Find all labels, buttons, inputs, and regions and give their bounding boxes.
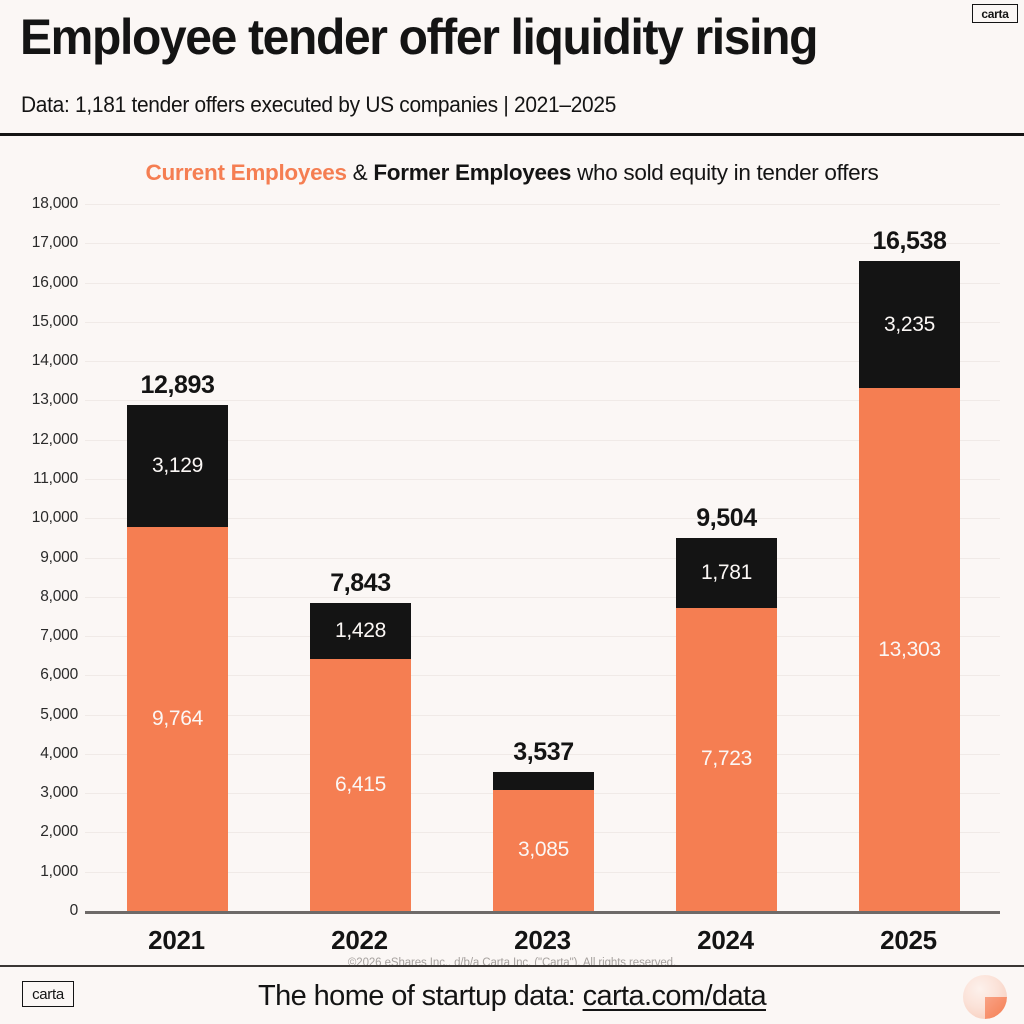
carta-logo-badge-bottom-label: carta — [32, 985, 64, 1003]
carta-logo-badge-bottom: carta — [22, 981, 74, 1007]
bar-total-label-2024: 9,504 — [696, 503, 757, 532]
x-axis-tick-label-2022: 2022 — [331, 925, 388, 955]
bar-group-2024[interactable]: 1,781 7,723 9,504 — [676, 504, 777, 911]
legend-item-former-employees: Former Employees — [373, 160, 572, 185]
gridline — [85, 243, 1000, 245]
bar-segment-former-employees-2021[interactable]: 3,129 — [127, 404, 228, 528]
bar-value-label-current-2023: 3,085 — [517, 838, 570, 862]
gridline — [85, 714, 1000, 716]
gridline — [85, 321, 1000, 323]
bar-total-label-2022: 7,843 — [330, 568, 391, 597]
chart-container: Current Employees & Former Employees who… — [0, 139, 1024, 969]
bar-group-2021[interactable]: 3,129 9,764 12,893 — [127, 371, 228, 911]
y-axis-tick-label: 18,000 — [31, 195, 78, 212]
gridline — [85, 400, 1000, 402]
bar-value-label-current-2025: 13,303 — [878, 637, 941, 661]
gridline — [85, 518, 1000, 520]
bar-group-2022[interactable]: 1,428 6,415 7,843 — [310, 569, 411, 911]
x-axis-tick-label-2025: 2025 — [880, 925, 937, 955]
gridline — [85, 204, 1000, 205]
gridline — [85, 636, 1000, 638]
bar-segment-current-employees-2024[interactable]: 7,723 — [676, 607, 777, 911]
y-axis-tick-label: 13,000 — [31, 391, 78, 409]
footer-tagline: The home of startup data: carta.com/data — [0, 980, 1024, 1013]
plot-area: 3,129 9,764 12,893 2021 1,428 6,415 7,843 2022 3… — [85, 139, 1000, 965]
y-axis-tick-label: 15,000 — [31, 312, 78, 330]
y-axis: 18,000 17,000 16,000 15,000 14,000 13,000 12,0… — [0, 139, 78, 965]
carta-logo-wedge — [985, 997, 1007, 1019]
bar-value-label-current-2021: 9,764 — [151, 707, 204, 731]
y-axis-tick-label: 3,000 — [40, 784, 78, 802]
bar-value-label-former-2024: 1,781 — [700, 560, 753, 584]
page-footer: carta The home of startup data: carta.co… — [0, 965, 1024, 1024]
gridline — [85, 675, 1000, 677]
gridline — [85, 478, 1000, 480]
bar-segment-current-employees-2025[interactable]: 13,303 — [859, 388, 960, 911]
y-axis-tick-label: 1,000 — [40, 862, 78, 880]
y-axis-tick-label: 16,000 — [31, 273, 78, 291]
y-axis-tick-label: 4,000 — [40, 744, 78, 762]
gridline — [85, 596, 1000, 598]
x-axis-line — [85, 911, 1000, 914]
bar-total-label-2021: 12,893 — [140, 370, 215, 399]
y-axis-tick-label: 6,000 — [40, 666, 78, 684]
page-header: Employee tender offer liquidity rising D… — [0, 0, 1024, 136]
bar-total-label-2023: 3,537 — [513, 738, 574, 767]
page-title: Employee tender offer liquidity rising — [20, 9, 818, 65]
legend-separator: & — [346, 160, 374, 185]
y-axis-tick-label: 9,000 — [40, 548, 78, 566]
gridline — [85, 439, 1000, 441]
bar-segment-current-employees-2021[interactable]: 9,764 — [127, 527, 228, 911]
bar-value-label-current-2022: 6,415 — [334, 772, 387, 796]
page-subtitle: Data: 1,181 tender offers executed by US… — [21, 92, 617, 117]
y-axis-tick-label: 14,000 — [31, 352, 78, 370]
gridline — [85, 361, 1000, 363]
y-axis-tick-label: 5,000 — [40, 705, 78, 723]
bar-group-2025[interactable]: 3,235 13,303 16,538 — [859, 227, 960, 911]
carta-circle-logo-icon — [963, 975, 1007, 1019]
x-axis-tick-label-2023: 2023 — [514, 925, 571, 955]
legend-item-current-employees: Current Employees — [145, 160, 348, 185]
carta-logo-badge-top-label: carta — [981, 6, 1009, 21]
chart-legend: Current Employees & Former Employees who… — [0, 160, 1024, 186]
bar-segment-former-employees-2022[interactable]: 1,428 — [310, 602, 411, 659]
bar-segment-former-employees-2025[interactable]: 3,235 — [859, 261, 960, 389]
bar-value-label-former-2025: 3,235 — [883, 312, 936, 336]
y-axis-tick-label: 11,000 — [32, 469, 78, 487]
bar-group-2023[interactable]: 3,085 3,537 — [493, 738, 594, 912]
y-axis-tick-label: 7,000 — [40, 627, 78, 645]
y-axis-tick-label: 17,000 — [31, 234, 78, 252]
gridline — [85, 753, 1000, 755]
x-axis-tick-label-2024: 2024 — [697, 925, 754, 955]
bar-value-label-former-2021: 3,129 — [151, 454, 204, 478]
y-axis-tick-label: 0 — [69, 902, 79, 919]
bar-segment-former-employees-2023[interactable] — [493, 772, 594, 790]
footer-tagline-link[interactable]: carta.com/data — [582, 980, 767, 1012]
legend-description: who sold equity in tender offers — [571, 160, 879, 185]
bar-segment-former-employees-2024[interactable]: 1,781 — [676, 537, 777, 608]
bar-value-label-former-2022: 1,428 — [334, 618, 387, 642]
gridline — [85, 557, 1000, 559]
footer-tagline-prefix: The home of startup data: — [258, 980, 583, 1012]
y-axis-tick-label: 2,000 — [40, 823, 78, 841]
bar-value-label-current-2024: 7,723 — [700, 747, 753, 771]
y-axis-tick-label: 8,000 — [40, 587, 78, 605]
bar-segment-current-employees-2022[interactable]: 6,415 — [310, 658, 411, 911]
carta-logo-badge-top: carta — [972, 4, 1018, 23]
y-axis-tick-label: 10,000 — [31, 509, 78, 527]
y-axis-tick-label: 12,000 — [31, 430, 78, 448]
bar-total-label-2025: 16,538 — [872, 227, 947, 256]
gridline — [85, 282, 1000, 284]
bar-segment-current-employees-2023[interactable]: 3,085 — [493, 789, 594, 912]
x-axis-tick-label-2021: 2021 — [148, 925, 205, 955]
